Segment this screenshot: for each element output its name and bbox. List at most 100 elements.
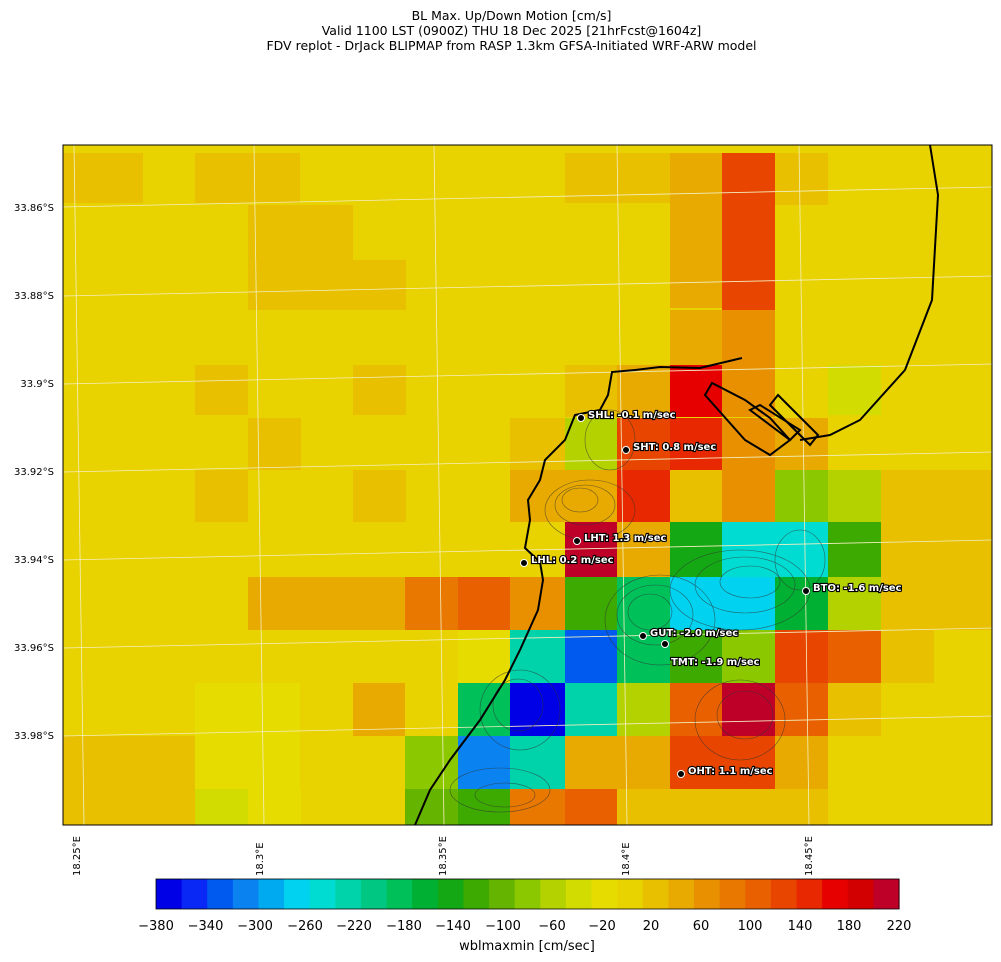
raster-cell xyxy=(195,789,248,825)
coastline xyxy=(414,145,940,825)
lat-label: 33.88°S xyxy=(14,291,54,302)
stations: SHL: -0.1 m/sec SHT: 0.8 m/sec LHT: 1.3 … xyxy=(520,409,903,778)
colorbar-tick-label: 140 xyxy=(788,919,813,934)
raster-cell xyxy=(722,683,775,736)
raster-cell xyxy=(670,153,722,308)
station-label: OHT: 1.1 m/sec xyxy=(688,766,773,777)
colorbar-swatch xyxy=(694,879,721,909)
station-shl[interactable]: SHL: -0.1 m/sec xyxy=(577,409,677,422)
raster-cell xyxy=(670,310,722,365)
raster-cell xyxy=(670,365,722,417)
colorbar-swatch xyxy=(668,879,695,909)
colorbar-swatch xyxy=(873,879,900,909)
raster-cell xyxy=(353,683,405,736)
colorbar-tick-label: −20 xyxy=(588,919,615,934)
colorbar-tick-label: −60 xyxy=(538,919,565,934)
raster-cell xyxy=(353,577,405,630)
raster-cell xyxy=(617,577,670,630)
colorbar-tick-label: 60 xyxy=(693,919,710,934)
graticule xyxy=(63,145,992,825)
raster-cell xyxy=(195,365,248,415)
colorbar-swatch xyxy=(386,879,413,909)
raster-cell xyxy=(353,470,406,522)
title-line-2: Valid 1100 LST (0900Z) THU 18 Dec 2025 [… xyxy=(321,23,702,38)
raster-field xyxy=(63,145,992,825)
raster-cell xyxy=(617,470,670,522)
colorbar-ticks: −380 −340 −300 −260 −220 −180 −140 −100 … xyxy=(138,919,911,934)
colorbar-tick-label: −220 xyxy=(336,919,372,934)
colorbar-swatch xyxy=(258,879,285,909)
raster-cell xyxy=(248,418,301,470)
colorbar-swatch xyxy=(796,879,823,909)
raster-cell xyxy=(775,683,828,736)
colorbar-label: wblmaxmin [cm/sec] xyxy=(459,939,595,954)
station-sht[interactable]: SHT: 0.8 m/sec xyxy=(622,441,717,454)
raster-cell xyxy=(881,470,992,630)
raster-cell xyxy=(248,205,353,310)
colorbar-swatch xyxy=(181,879,208,909)
colorbar-swatch xyxy=(540,879,567,909)
colorbar-swatch xyxy=(232,879,260,909)
latitude-labels: 33.86°S 33.88°S 33.9°S 33.92°S 33.94°S 3… xyxy=(14,203,54,742)
raster-cell xyxy=(353,365,406,415)
raster-cell xyxy=(565,522,617,577)
title-line-1: BL Max. Up/Down Motion [cm/s] xyxy=(411,8,612,23)
raster-cell xyxy=(670,736,722,789)
lon-label: 18.35°E xyxy=(438,836,449,876)
raster-cell xyxy=(670,522,722,577)
colorbar-tick-label: −260 xyxy=(287,919,323,934)
colorbar-swatch xyxy=(437,879,465,909)
station-label: SHL: -0.1 m/sec xyxy=(588,410,676,421)
colorbar-swatch xyxy=(745,879,772,909)
raster-cell xyxy=(670,470,722,522)
raster-cell xyxy=(670,789,828,825)
raster-cell xyxy=(510,577,565,630)
raster-cell xyxy=(353,260,406,310)
raster-cell xyxy=(458,736,510,789)
raster-cell xyxy=(248,577,353,630)
colorbar-swatch xyxy=(489,879,516,909)
lat-label: 33.92°S xyxy=(14,467,54,478)
lat-label: 33.94°S xyxy=(14,555,54,566)
colorbar-tick-label: −340 xyxy=(188,919,224,934)
raster-cell xyxy=(828,365,881,415)
station-bto[interactable]: BTO: -1.6 m/sec xyxy=(802,582,903,595)
station-label: TMT: -1.9 m/sec xyxy=(671,657,760,668)
raster-cell xyxy=(458,577,510,630)
raster-cell xyxy=(405,683,458,736)
raster-cell xyxy=(670,683,722,736)
raster-cell xyxy=(775,470,828,522)
raster-cell xyxy=(881,630,934,683)
station-label: LHL: 0.2 m/sec xyxy=(531,555,614,566)
station-lhl[interactable]: LHL: 0.2 m/sec xyxy=(520,554,615,567)
colorbar-tick-label: 220 xyxy=(887,919,912,934)
station-label: BTO: -1.6 m/sec xyxy=(813,583,902,594)
raster-cell xyxy=(617,365,670,417)
raster-cell xyxy=(458,630,510,683)
raster-cell xyxy=(565,470,617,522)
station-tmt[interactable]: TMT: -1.9 m/sec xyxy=(661,640,761,669)
colorbar-swatch xyxy=(514,879,541,909)
colorbar-swatch xyxy=(591,879,618,909)
raster-cell xyxy=(828,683,881,736)
raster-cell xyxy=(775,630,828,683)
raster-cell xyxy=(828,630,881,683)
map-frame xyxy=(62,144,993,826)
raster-cell xyxy=(617,522,670,577)
colorbar-swatch xyxy=(284,879,311,909)
station-oht[interactable]: OHT: 1.1 m/sec xyxy=(677,765,774,778)
station-gut[interactable]: GUT: -2.0 m/sec xyxy=(639,627,739,640)
colorbar-swatch xyxy=(642,879,670,909)
colorbar-swatch xyxy=(770,879,798,909)
raster-cell xyxy=(565,418,617,470)
raster-cell xyxy=(828,522,881,577)
raster-cell xyxy=(195,153,300,203)
raster-cell xyxy=(405,577,458,630)
raster-cell xyxy=(195,470,248,522)
raster-cell xyxy=(722,310,775,365)
station-label: SHT: 0.8 m/sec xyxy=(633,442,716,453)
colorbar-swatch xyxy=(156,879,183,909)
raster-cell xyxy=(617,418,670,470)
station-lht[interactable]: LHT: 1.3 m/sec xyxy=(573,532,668,545)
